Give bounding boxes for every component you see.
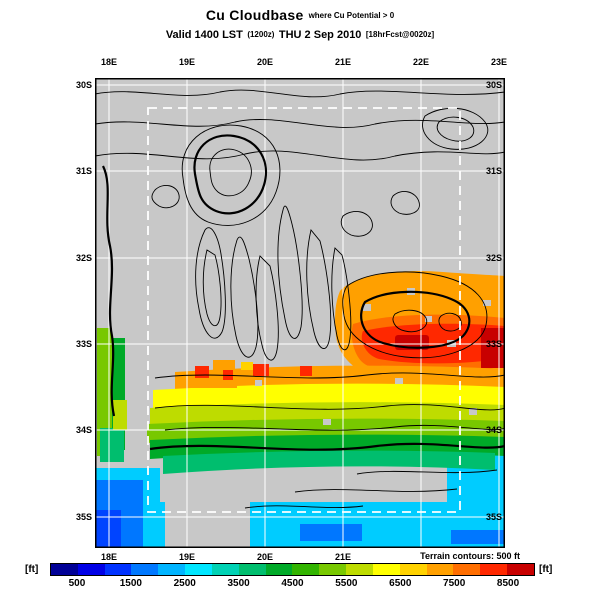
terrain-contours (94, 89, 506, 509)
lat-label-left: 34S (75, 425, 92, 435)
lat-label-left: 33S (75, 339, 92, 349)
colorbar-cell (265, 564, 293, 575)
map-canvas (94, 78, 506, 548)
colorbar-tick-label: 500 (68, 578, 86, 589)
lat-label-right: 32S (485, 253, 502, 263)
grid-lines (95, 78, 505, 548)
colorbar-tick-label: 5500 (335, 578, 358, 589)
colorbar-cell (480, 564, 508, 575)
lon-label-top: 18E (100, 57, 118, 67)
forecast-cycle: [18hrFcst@0020z] (365, 30, 435, 39)
lat-label-right: 30S (485, 80, 502, 90)
colorbar-cell (238, 564, 266, 575)
colorbar-cell (453, 564, 481, 575)
colorbar-cell (372, 564, 400, 575)
colorbar-cell (292, 564, 320, 575)
colorbar-tick-label: 6500 (389, 578, 412, 589)
lat-label-right: 31S (485, 166, 502, 176)
colorbar-cell (211, 564, 239, 575)
valid-time-line: Valid 1400 LST (1200z) THU 2 Sep 2010 [1… (0, 25, 600, 43)
colorbar-tick-label: 8500 (496, 578, 520, 589)
colorbar-cell (346, 564, 373, 575)
colorbar-cell (507, 564, 534, 575)
valid-time-utc: (1200z) (247, 30, 275, 39)
valid-time-main: Valid 1400 LST (165, 29, 243, 41)
lon-label-top: 23E (490, 57, 508, 67)
lat-label-right: 35S (485, 512, 502, 522)
colorbar-cell (51, 564, 78, 575)
lon-label-top: 22E (412, 57, 430, 67)
cloudbase-regions-band (147, 360, 505, 474)
colorbar-tick-label: 1500 (119, 578, 142, 589)
colorbar-unit-left: [ft] (25, 564, 39, 575)
lat-label-left: 32S (75, 253, 92, 263)
colorbar-cell (131, 564, 159, 575)
colorbar-tick-label: 2500 (173, 578, 196, 589)
lat-label-right: 34S (485, 425, 502, 435)
page-title: Cu Cloudbase (205, 7, 304, 23)
lon-label-top: 20E (256, 57, 274, 67)
colorbar-cell (77, 564, 105, 575)
lon-label-bottom: 21E (334, 552, 352, 562)
lon-label-top: 21E (334, 57, 352, 67)
title-qualifier: where Cu Potential > 0 (308, 11, 395, 20)
terrain-contour-note: Terrain contours: 500 ft (420, 551, 520, 561)
colorbar-tick-label: 7500 (443, 578, 466, 589)
lat-label-right: 33S (485, 339, 502, 349)
lon-label-bottom: 19E (178, 552, 196, 562)
colorbar-tick-label: 3500 (227, 578, 250, 589)
valid-date: THU 2 Sep 2010 (278, 29, 362, 41)
colorbar-cell (319, 564, 347, 575)
colorbar-cell (104, 564, 132, 575)
lon-label-bottom: 20E (256, 552, 274, 562)
colorbar-cell (185, 564, 212, 575)
colorbar (50, 563, 535, 576)
lon-label-bottom: 18E (100, 552, 118, 562)
lon-label-top: 19E (178, 57, 196, 67)
terrain-contours-bold (102, 134, 506, 451)
lat-label-left: 30S (75, 80, 92, 90)
colorbar-tick-label: 4500 (281, 578, 304, 589)
colorbar-unit-right: [ft] (539, 564, 553, 575)
lat-label-left: 31S (75, 166, 92, 176)
lat-label-left: 35S (75, 512, 92, 522)
map-frame (95, 78, 505, 548)
map-area (94, 78, 506, 548)
chart-title-line: Cu Cloudbase where Cu Potential > 0 (0, 7, 600, 25)
colorbar-cell (399, 564, 427, 575)
cloudbase-regions-westcoast (97, 328, 127, 462)
model-domain-box (147, 107, 461, 513)
colorbar-cell (158, 564, 186, 575)
colorbar-cell (426, 564, 454, 575)
